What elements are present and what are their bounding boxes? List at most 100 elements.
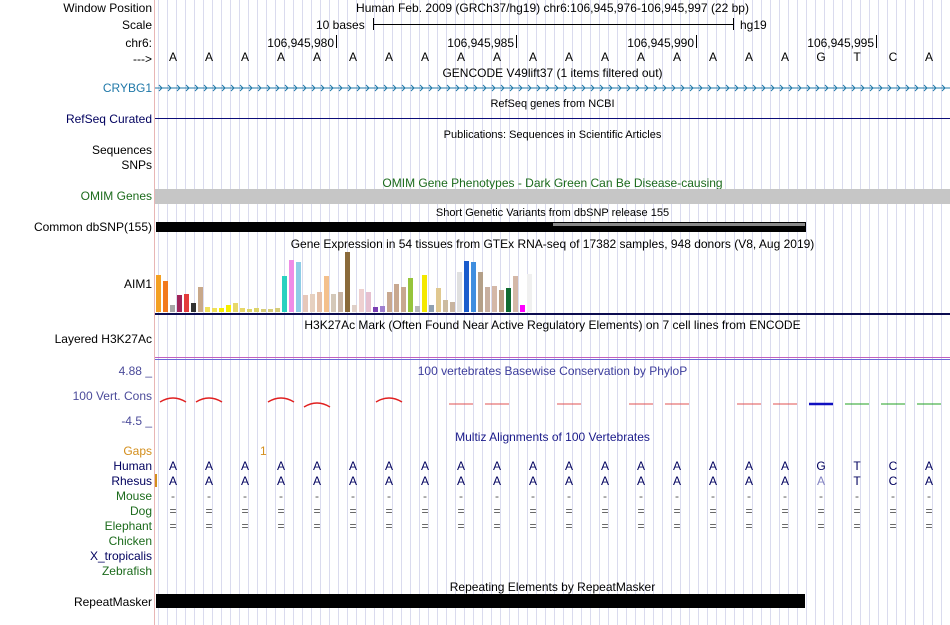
gtex-tissue-bar[interactable] — [289, 260, 294, 312]
gtex-tissue-bar[interactable] — [492, 286, 497, 312]
gtex-tissue-bar[interactable] — [478, 272, 483, 312]
species-label-rhesus[interactable]: Rhesus — [111, 474, 152, 488]
gtex-tissue-bar[interactable] — [422, 275, 427, 312]
gtex-tissue-bar[interactable] — [205, 307, 210, 312]
elephant-alignment-gap: = — [169, 519, 177, 533]
rhesus-alignment-base: A — [672, 474, 681, 488]
gtex-tissue-bar[interactable] — [331, 294, 336, 312]
mouse-alignment-gap: - — [783, 489, 787, 503]
gtex-tissue-bar[interactable] — [324, 276, 329, 312]
rhesus-alignment-base: C — [888, 474, 898, 488]
gtex-tissue-bar[interactable] — [401, 287, 406, 312]
gtex-tissue-bar[interactable] — [394, 284, 399, 312]
gtex-tissue-bar[interactable] — [520, 305, 525, 312]
gtex-tissue-bar[interactable] — [443, 300, 448, 312]
dog-alignment-gap: = — [853, 504, 861, 518]
gtex-tissue-bar[interactable] — [359, 289, 364, 312]
species-label-zebrafish[interactable]: Zebrafish — [101, 564, 152, 578]
gtex-tissue-bar[interactable] — [254, 308, 259, 312]
species-label-mouse[interactable]: Mouse — [115, 489, 152, 503]
gtex-tissue-bar[interactable] — [226, 305, 231, 312]
strand-arrow-icon — [158, 84, 163, 92]
human-alignment-base: A — [348, 459, 357, 473]
species-label-elephant[interactable]: Elephant — [104, 519, 152, 533]
gtex-tissue-bar[interactable] — [464, 261, 469, 312]
gtex-tissue-bar[interactable] — [247, 309, 252, 312]
phylop-conservation-plot[interactable] — [155, 392, 950, 412]
gtex-tissue-bar[interactable] — [387, 292, 392, 312]
gtex-tissue-bar[interactable] — [499, 290, 504, 312]
refseq-feature-line[interactable] — [155, 118, 950, 119]
gtex-tissue-bar[interactable] — [275, 308, 280, 312]
gtex-tissue-bar[interactable] — [317, 292, 322, 312]
phylop-track-label[interactable]: 100 Vert. Cons — [72, 389, 152, 403]
gtex-tissue-bar[interactable] — [261, 309, 266, 312]
gtex-tissue-bar[interactable] — [268, 309, 273, 312]
gtex-tissue-bar[interactable] — [345, 252, 350, 312]
species-label-chicken[interactable]: Chicken — [108, 534, 152, 548]
human-alignment-base: A — [420, 459, 429, 473]
gtex-tissue-bar[interactable] — [380, 306, 385, 312]
strand-arrow-icon — [419, 84, 424, 92]
gtex-tissue-bar[interactable] — [184, 294, 189, 312]
gtex-tissue-bar[interactable] — [163, 281, 168, 312]
gtex-tissue-bar[interactable] — [457, 272, 462, 312]
gtex-tissue-bar[interactable] — [436, 288, 441, 312]
publications-track-label[interactable]: Sequences — [91, 143, 152, 157]
h3k27ac-signal-line — [155, 357, 950, 358]
human-alignment-base: A — [528, 459, 537, 473]
gtex-tissue-bar[interactable] — [240, 308, 245, 312]
omim-feature-bar[interactable] — [155, 189, 950, 204]
gaps-label[interactable]: Gaps — [123, 444, 152, 458]
strand-arrow-icon — [869, 84, 874, 92]
gtex-tissue-bar[interactable] — [373, 307, 378, 312]
dbsnp-track-label[interactable]: Common dbSNP(155) — [33, 220, 152, 234]
assembly-position-text[interactable]: Human Feb. 2009 (GRCh37/hg19) chr6:106,9… — [356, 1, 749, 15]
sequence-base: A — [636, 50, 645, 64]
gtex-tissue-bar[interactable] — [429, 305, 434, 312]
gtex-tissue-bar[interactable] — [485, 287, 490, 312]
mouse-alignment-gap: - — [279, 489, 283, 503]
strand-arrow-icon — [842, 84, 847, 92]
gtex-tissue-bar[interactable] — [282, 276, 287, 312]
species-label-dog[interactable]: Dog — [129, 504, 152, 518]
strand-arrow-icon — [797, 84, 802, 92]
gtex-tissue-bar[interactable] — [177, 295, 182, 312]
gtex-tissue-bar[interactable] — [408, 278, 413, 312]
gtex-tissue-bar[interactable] — [506, 288, 511, 312]
gtex-tissue-bar[interactable] — [156, 275, 161, 312]
gtex-tissue-bar[interactable] — [513, 276, 518, 312]
gtex-tissue-bar[interactable] — [527, 274, 532, 312]
repeatmasker-track-label[interactable]: RepeatMasker — [73, 595, 152, 609]
omim-track-label[interactable]: OMIM Genes — [80, 189, 152, 203]
gencode-track-label[interactable]: CRYBG1 — [102, 81, 152, 95]
gtex-tissue-bar[interactable] — [303, 295, 308, 312]
gtex-tissue-bar[interactable] — [310, 294, 315, 312]
gtex-track-label[interactable]: AIM1 — [123, 277, 152, 291]
gtex-tissue-bar[interactable] — [170, 305, 175, 312]
gtex-tissue-bar[interactable] — [212, 308, 217, 312]
gtex-tissue-bar[interactable] — [450, 302, 455, 312]
gtex-tissue-bar[interactable] — [415, 306, 420, 312]
sequence-base: C — [888, 50, 898, 64]
snps-track-label[interactable]: SNPs — [121, 158, 152, 172]
dbsnp-feature-bar[interactable] — [156, 222, 806, 232]
h3k27ac-track-label[interactable]: Layered H3K27Ac — [54, 332, 152, 346]
repeatmasker-feature-bar[interactable] — [156, 594, 805, 608]
gtex-tissue-bar[interactable] — [296, 262, 301, 312]
species-label-human[interactable]: Human — [113, 459, 152, 473]
gtex-expression-chart[interactable] — [156, 252, 536, 312]
gtex-tissue-bar[interactable] — [366, 292, 371, 312]
gencode-gene-crybg1[interactable] — [155, 81, 950, 95]
rhesus-alignment-base: T — [853, 474, 861, 488]
species-label-x-tropicalis[interactable]: X_tropicalis — [89, 549, 152, 563]
gtex-tissue-bar[interactable] — [352, 305, 357, 312]
refseq-track-label[interactable]: RefSeq Curated — [65, 112, 152, 126]
gtex-tissue-bar[interactable] — [191, 303, 196, 312]
gtex-tissue-bar[interactable] — [219, 308, 224, 312]
gtex-tissue-bar[interactable] — [471, 262, 476, 312]
gtex-tissue-bar[interactable] — [233, 303, 238, 312]
gtex-tissue-bar[interactable] — [338, 292, 343, 312]
dog-alignment-gap: = — [421, 504, 429, 518]
gtex-tissue-bar[interactable] — [198, 287, 203, 312]
